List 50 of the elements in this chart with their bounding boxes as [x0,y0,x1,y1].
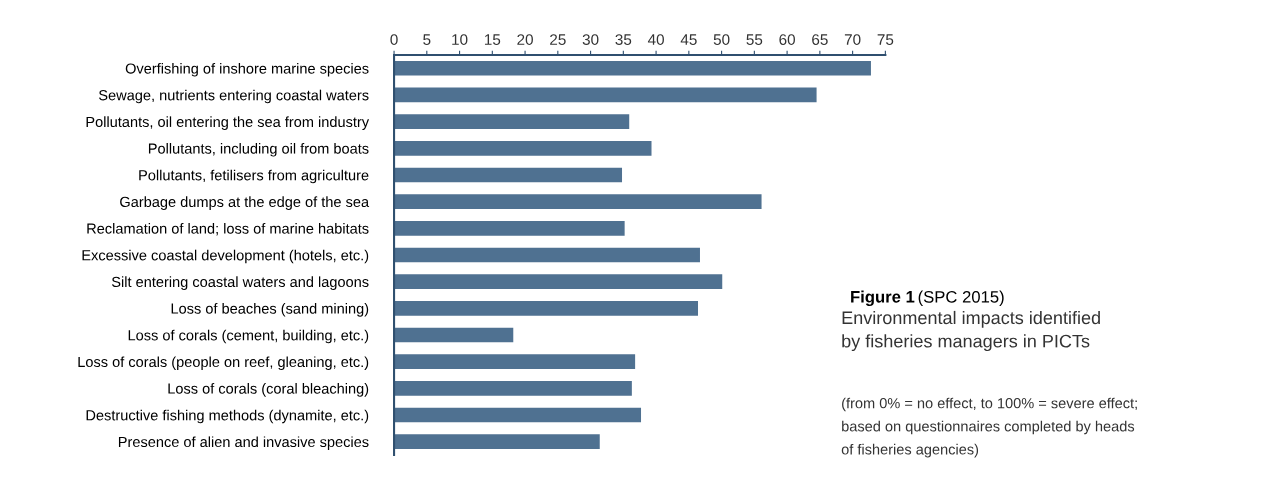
x-tick-label: 55 [746,34,763,45]
bar [394,300,699,316]
x-tick-label: 65 [812,34,828,45]
y-tick-label: Loss of corals (coral bleaching) [168,383,369,397]
bar [394,381,632,396]
annotation: Figure 1 [851,290,915,307]
y-tick-label: Presence of alien and invasive species [118,436,369,450]
x-tick-label: 25 [550,34,566,45]
annotation: (from 0% = no effect, to 100% = severe effect; based on questionnaires completed by heads of fisheries agencies) [841,397,1137,458]
bar [394,167,623,183]
x-tick-label: 75 [877,34,894,45]
y-tick-label: Loss of beaches (sand mining) [171,303,369,317]
text: Environmental impacts identified by fisheries managers in PICTs [842,310,1100,352]
bar [394,434,600,450]
bar [394,407,642,423]
y-tick-label: Excessive coastal development (hotels, etc.) [82,249,369,264]
x-tick-label: 0 [390,34,398,45]
x-tick-label: 50 [713,34,730,45]
bar [394,274,723,289]
y-tick-label: Loss of corals (people on reef, gleaning, etc.) [78,356,369,370]
y-tick-label: Sewage, nutrients entering coastal waters [98,89,369,104]
bar [394,327,514,343]
y-tick-label: Reclamation of land; loss of marine habitats [87,223,369,236]
y-tick-label: Loss of corals (cement, building, etc.) [128,329,369,344]
y-tick-label: Pollutants, oil entering the sea from industry [86,116,370,130]
y-tick-label: Pollutants, including oil from boats [148,143,369,157]
y-tick-label: Destructive fishing methods (dynamite, etc.) [86,409,369,424]
text: (SPC 2015) [918,290,1004,307]
bar [394,194,762,209]
x-tick-label: 70 [844,34,861,45]
x-tick-label: 30 [582,34,599,45]
bar [394,87,817,103]
x-tick-label: 45 [680,34,697,45]
bar [394,220,625,236]
bar [394,247,700,263]
x-tick-label: 20 [517,34,533,45]
x-tick-label: 35 [615,34,632,45]
bar [394,60,871,76]
x-tick-label: 15 [484,34,501,45]
x-tick-label: 5 [423,34,431,45]
bar [394,140,652,156]
x-tick-label: 10 [452,34,468,45]
y-tick-label: Silt entering coastal waters and lagoons [111,276,369,290]
bar [394,354,636,369]
y-tick-label: Overfishing of inshore marine species [125,63,369,77]
y-tick-label: Pollutants, fetilisers from agriculture [139,169,369,184]
x-tick-label: 60 [779,34,795,45]
y-tick-label: Garbage dumps at the edge of the sea [120,196,370,210]
bar [394,114,630,129]
x-tick-label: 40 [647,34,664,45]
